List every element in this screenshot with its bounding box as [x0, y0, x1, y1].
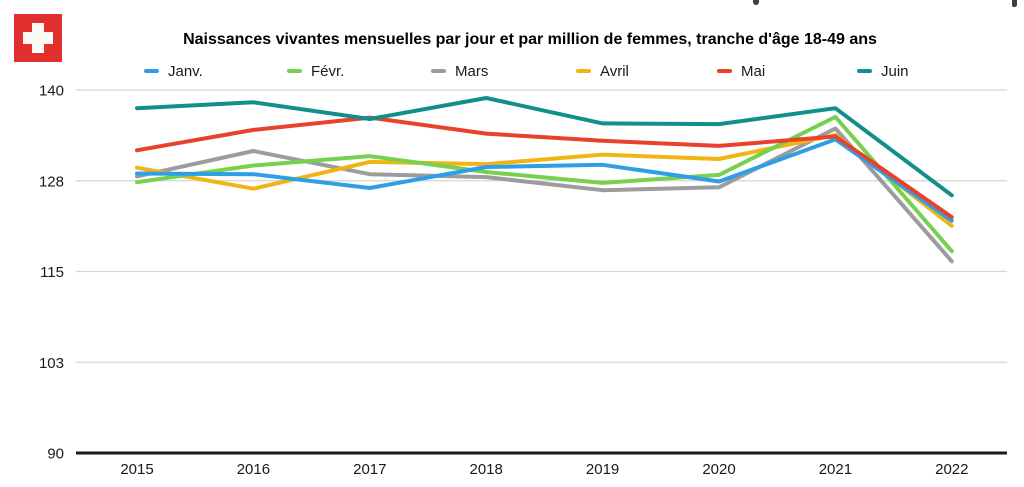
y-tick-label-128: 128: [39, 173, 64, 190]
legend-item-mars: Mars: [431, 62, 488, 80]
x-tick-label-2021: 2021: [819, 461, 852, 478]
legend-dash-icon: [857, 69, 872, 73]
cropped-text-artifact: [1012, 0, 1017, 7]
legend-label: Juin: [881, 62, 909, 80]
cropped-text-artifact: [753, 0, 759, 5]
legend-label: Avril: [600, 62, 629, 80]
legend-item-janv: Janv.: [144, 62, 203, 80]
x-tick-label-2017: 2017: [353, 461, 386, 478]
x-tick-label-2020: 2020: [702, 461, 735, 478]
legend-item-avril: Avril: [576, 62, 629, 80]
swiss-flag-icon: [14, 14, 62, 62]
legend-dash-icon: [576, 69, 591, 73]
chart-title: Naissances vivantes mensuelles par jour …: [183, 31, 877, 48]
x-tick-label-2018: 2018: [470, 461, 503, 478]
y-tick-label-103: 103: [39, 355, 64, 372]
y-tick-label-90: 90: [47, 446, 64, 463]
series-line-juin: [135, 96, 954, 198]
x-tick-label-2015: 2015: [120, 461, 153, 478]
legend-dash-icon: [717, 69, 732, 73]
legend-label: Févr.: [311, 62, 345, 80]
series-line-fevr: [135, 114, 954, 254]
legend-item-fevr: Févr.: [287, 62, 344, 80]
series-line-janv: [135, 137, 954, 223]
series-line-mai: [135, 115, 954, 220]
flag-cross-horizontal: [23, 32, 53, 44]
x-tick-label-2019: 2019: [586, 461, 619, 478]
x-tick-label-2022: 2022: [935, 461, 968, 478]
legend-label: Mars: [455, 62, 489, 80]
legend-dash-icon: [287, 69, 302, 73]
x-tick-label-2016: 2016: [237, 461, 270, 478]
series-line-mars: [135, 126, 954, 264]
legend-item-juin: Juin: [857, 62, 909, 80]
y-tick-label-115: 115: [40, 264, 64, 281]
legend-label: Janv.: [168, 62, 203, 80]
legend-dash-icon: [144, 69, 159, 73]
legend-label: Mai: [741, 62, 766, 80]
legend-item-mai: Mai: [717, 62, 765, 80]
y-tick-label-140: 140: [39, 83, 64, 100]
legend-dash-icon: [431, 69, 446, 73]
